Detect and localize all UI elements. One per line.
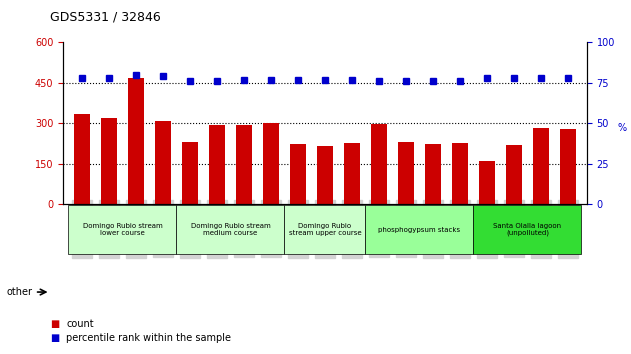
Text: GDS5331 / 32846: GDS5331 / 32846: [50, 11, 162, 24]
Text: ■: ■: [50, 333, 60, 343]
Bar: [317, 146, 333, 204]
Bar: [560, 129, 576, 204]
FancyBboxPatch shape: [285, 205, 365, 254]
Bar: [452, 143, 468, 204]
Bar: [344, 143, 360, 204]
Bar: [263, 124, 279, 204]
Bar: [290, 144, 306, 204]
Bar: [128, 78, 144, 204]
Bar: [398, 142, 414, 204]
Bar: [371, 124, 387, 204]
FancyBboxPatch shape: [365, 205, 473, 254]
FancyBboxPatch shape: [69, 205, 177, 254]
FancyBboxPatch shape: [473, 205, 581, 254]
Text: Domingo Rubio stream
medium course: Domingo Rubio stream medium course: [191, 223, 270, 236]
Bar: [236, 125, 252, 204]
Text: Santa Olalla lagoon
(unpolluted): Santa Olalla lagoon (unpolluted): [493, 223, 562, 236]
Text: phosphogypsum stacks: phosphogypsum stacks: [379, 227, 461, 233]
Bar: [182, 142, 198, 204]
Text: other: other: [6, 287, 32, 297]
Bar: [506, 145, 522, 204]
Text: count: count: [66, 319, 94, 329]
Bar: [209, 125, 225, 204]
Text: percentile rank within the sample: percentile rank within the sample: [66, 333, 231, 343]
Bar: [533, 128, 549, 204]
Text: Domingo Rubio
stream upper course: Domingo Rubio stream upper course: [288, 223, 362, 236]
Text: ■: ■: [50, 319, 60, 329]
Text: Domingo Rubio stream
lower course: Domingo Rubio stream lower course: [83, 223, 162, 236]
Bar: [479, 161, 495, 204]
FancyBboxPatch shape: [177, 205, 285, 254]
Bar: [155, 121, 171, 204]
Bar: [425, 144, 441, 204]
Bar: [101, 118, 117, 204]
Y-axis label: %: %: [617, 124, 627, 133]
Bar: [74, 114, 90, 204]
